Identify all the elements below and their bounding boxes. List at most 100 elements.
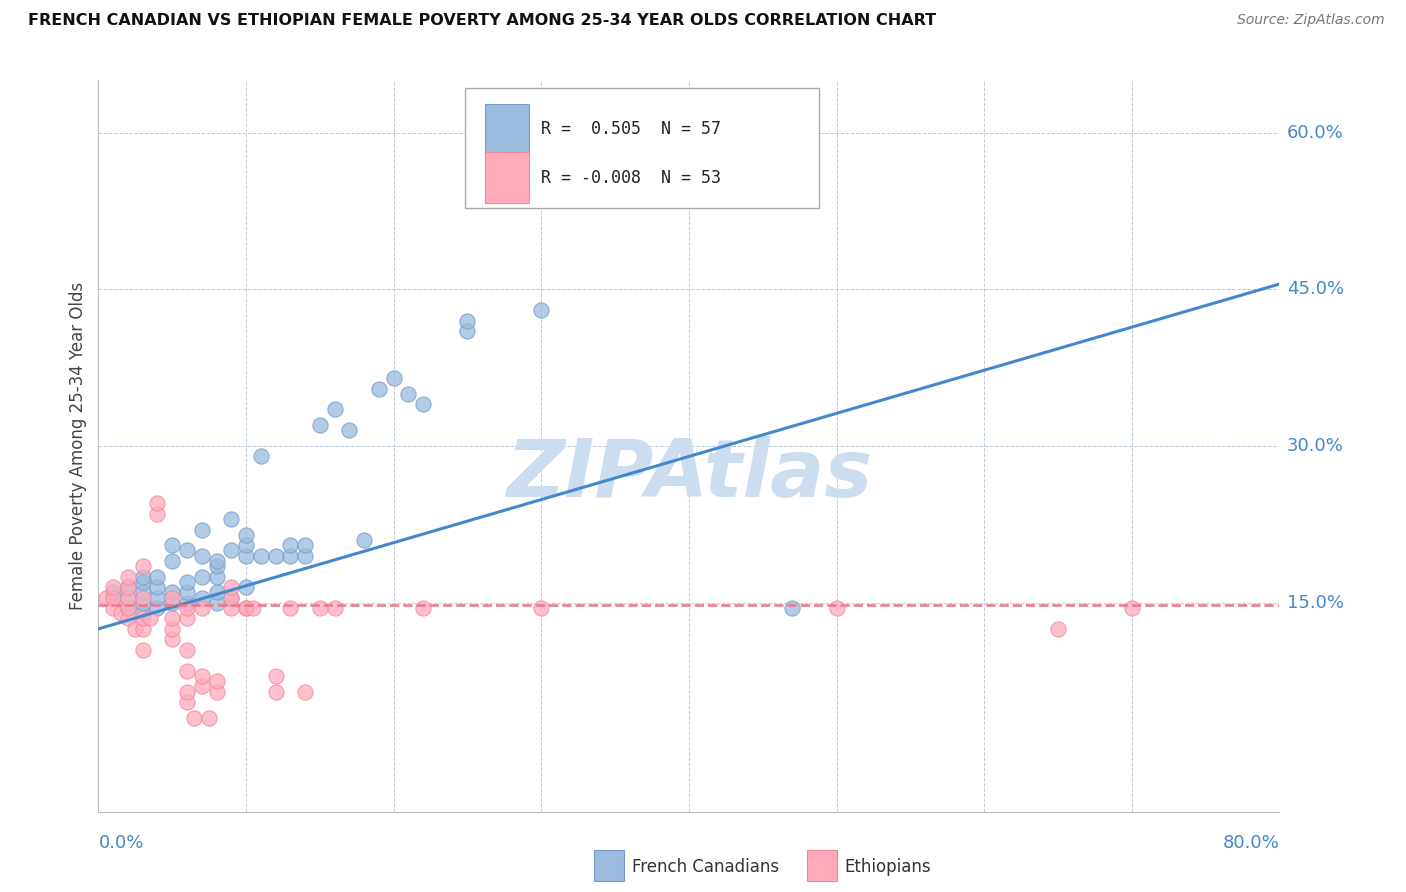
Point [1046,622,1069,636]
Point [219,512,242,526]
Text: 30.0%: 30.0% [1286,437,1344,455]
Point [235,580,257,594]
Point [146,591,169,605]
Text: Source: ZipAtlas.com: Source: ZipAtlas.com [1237,13,1385,28]
Point [278,538,302,552]
Point [117,591,139,605]
Point [198,711,221,725]
Point [162,538,183,552]
Point [337,423,360,437]
Point [782,601,804,615]
Point [235,601,257,615]
Point [191,549,214,563]
Point [94,591,117,605]
FancyBboxPatch shape [595,850,624,881]
Point [219,601,242,615]
Point [132,606,155,620]
Point [191,601,214,615]
Point [264,669,287,683]
Point [250,450,273,464]
Point [110,606,132,620]
FancyBboxPatch shape [464,87,818,209]
Point [176,596,198,610]
Point [146,580,169,594]
Point [103,601,125,615]
Point [530,303,553,318]
Point [353,533,375,547]
Point [132,569,155,583]
Point [117,580,139,594]
Point [412,601,434,615]
Point [146,507,169,521]
Text: FRENCH CANADIAN VS ETHIOPIAN FEMALE POVERTY AMONG 25-34 YEAR OLDS CORRELATION CH: FRENCH CANADIAN VS ETHIOPIAN FEMALE POVE… [28,13,936,29]
Point [176,695,198,709]
Point [219,580,242,594]
Point [183,711,205,725]
Point [309,418,332,433]
Point [117,591,139,605]
Point [1121,601,1143,615]
Text: 80.0%: 80.0% [1223,834,1279,852]
Point [132,622,155,636]
Point [250,549,273,563]
Point [235,549,257,563]
Point [162,632,183,647]
Point [176,574,198,589]
Point [191,669,214,683]
Point [132,611,155,625]
Point [456,313,478,327]
Point [162,554,183,568]
Point [103,591,125,605]
Point [132,642,155,657]
Point [132,559,155,574]
Point [191,569,214,583]
Text: R = -0.008  N = 53: R = -0.008 N = 53 [541,169,721,186]
Point [103,580,125,594]
Point [323,402,346,417]
Point [242,601,264,615]
Point [117,580,139,594]
Point [176,684,198,698]
Point [146,569,169,583]
Point [205,684,228,698]
Point [162,591,183,605]
Point [309,601,332,615]
Point [162,596,183,610]
Point [205,585,228,599]
FancyBboxPatch shape [485,152,530,203]
Point [103,585,125,599]
Point [146,601,169,615]
Point [205,674,228,689]
Point [117,569,139,583]
Point [117,611,139,625]
Point [235,528,257,542]
Point [139,611,162,625]
Text: Ethiopians: Ethiopians [845,857,931,876]
Point [412,397,434,411]
Point [117,601,139,615]
Point [264,549,287,563]
Point [294,684,316,698]
Point [235,538,257,552]
Point [176,664,198,678]
Point [219,543,242,558]
Point [396,386,419,401]
FancyBboxPatch shape [485,103,530,155]
Point [132,596,155,610]
Point [205,559,228,574]
Point [146,496,169,510]
Text: 15.0%: 15.0% [1286,594,1344,612]
Point [176,585,198,599]
Point [176,543,198,558]
Text: R =  0.505  N = 57: R = 0.505 N = 57 [541,120,721,138]
Point [132,574,155,589]
Point [162,585,183,599]
Y-axis label: Female Poverty Among 25-34 Year Olds: Female Poverty Among 25-34 Year Olds [69,282,87,610]
Point [294,538,316,552]
Point [176,601,198,615]
FancyBboxPatch shape [807,850,837,881]
Text: 0.0%: 0.0% [98,834,143,852]
Point [103,591,125,605]
Point [278,601,302,615]
Point [191,679,214,693]
